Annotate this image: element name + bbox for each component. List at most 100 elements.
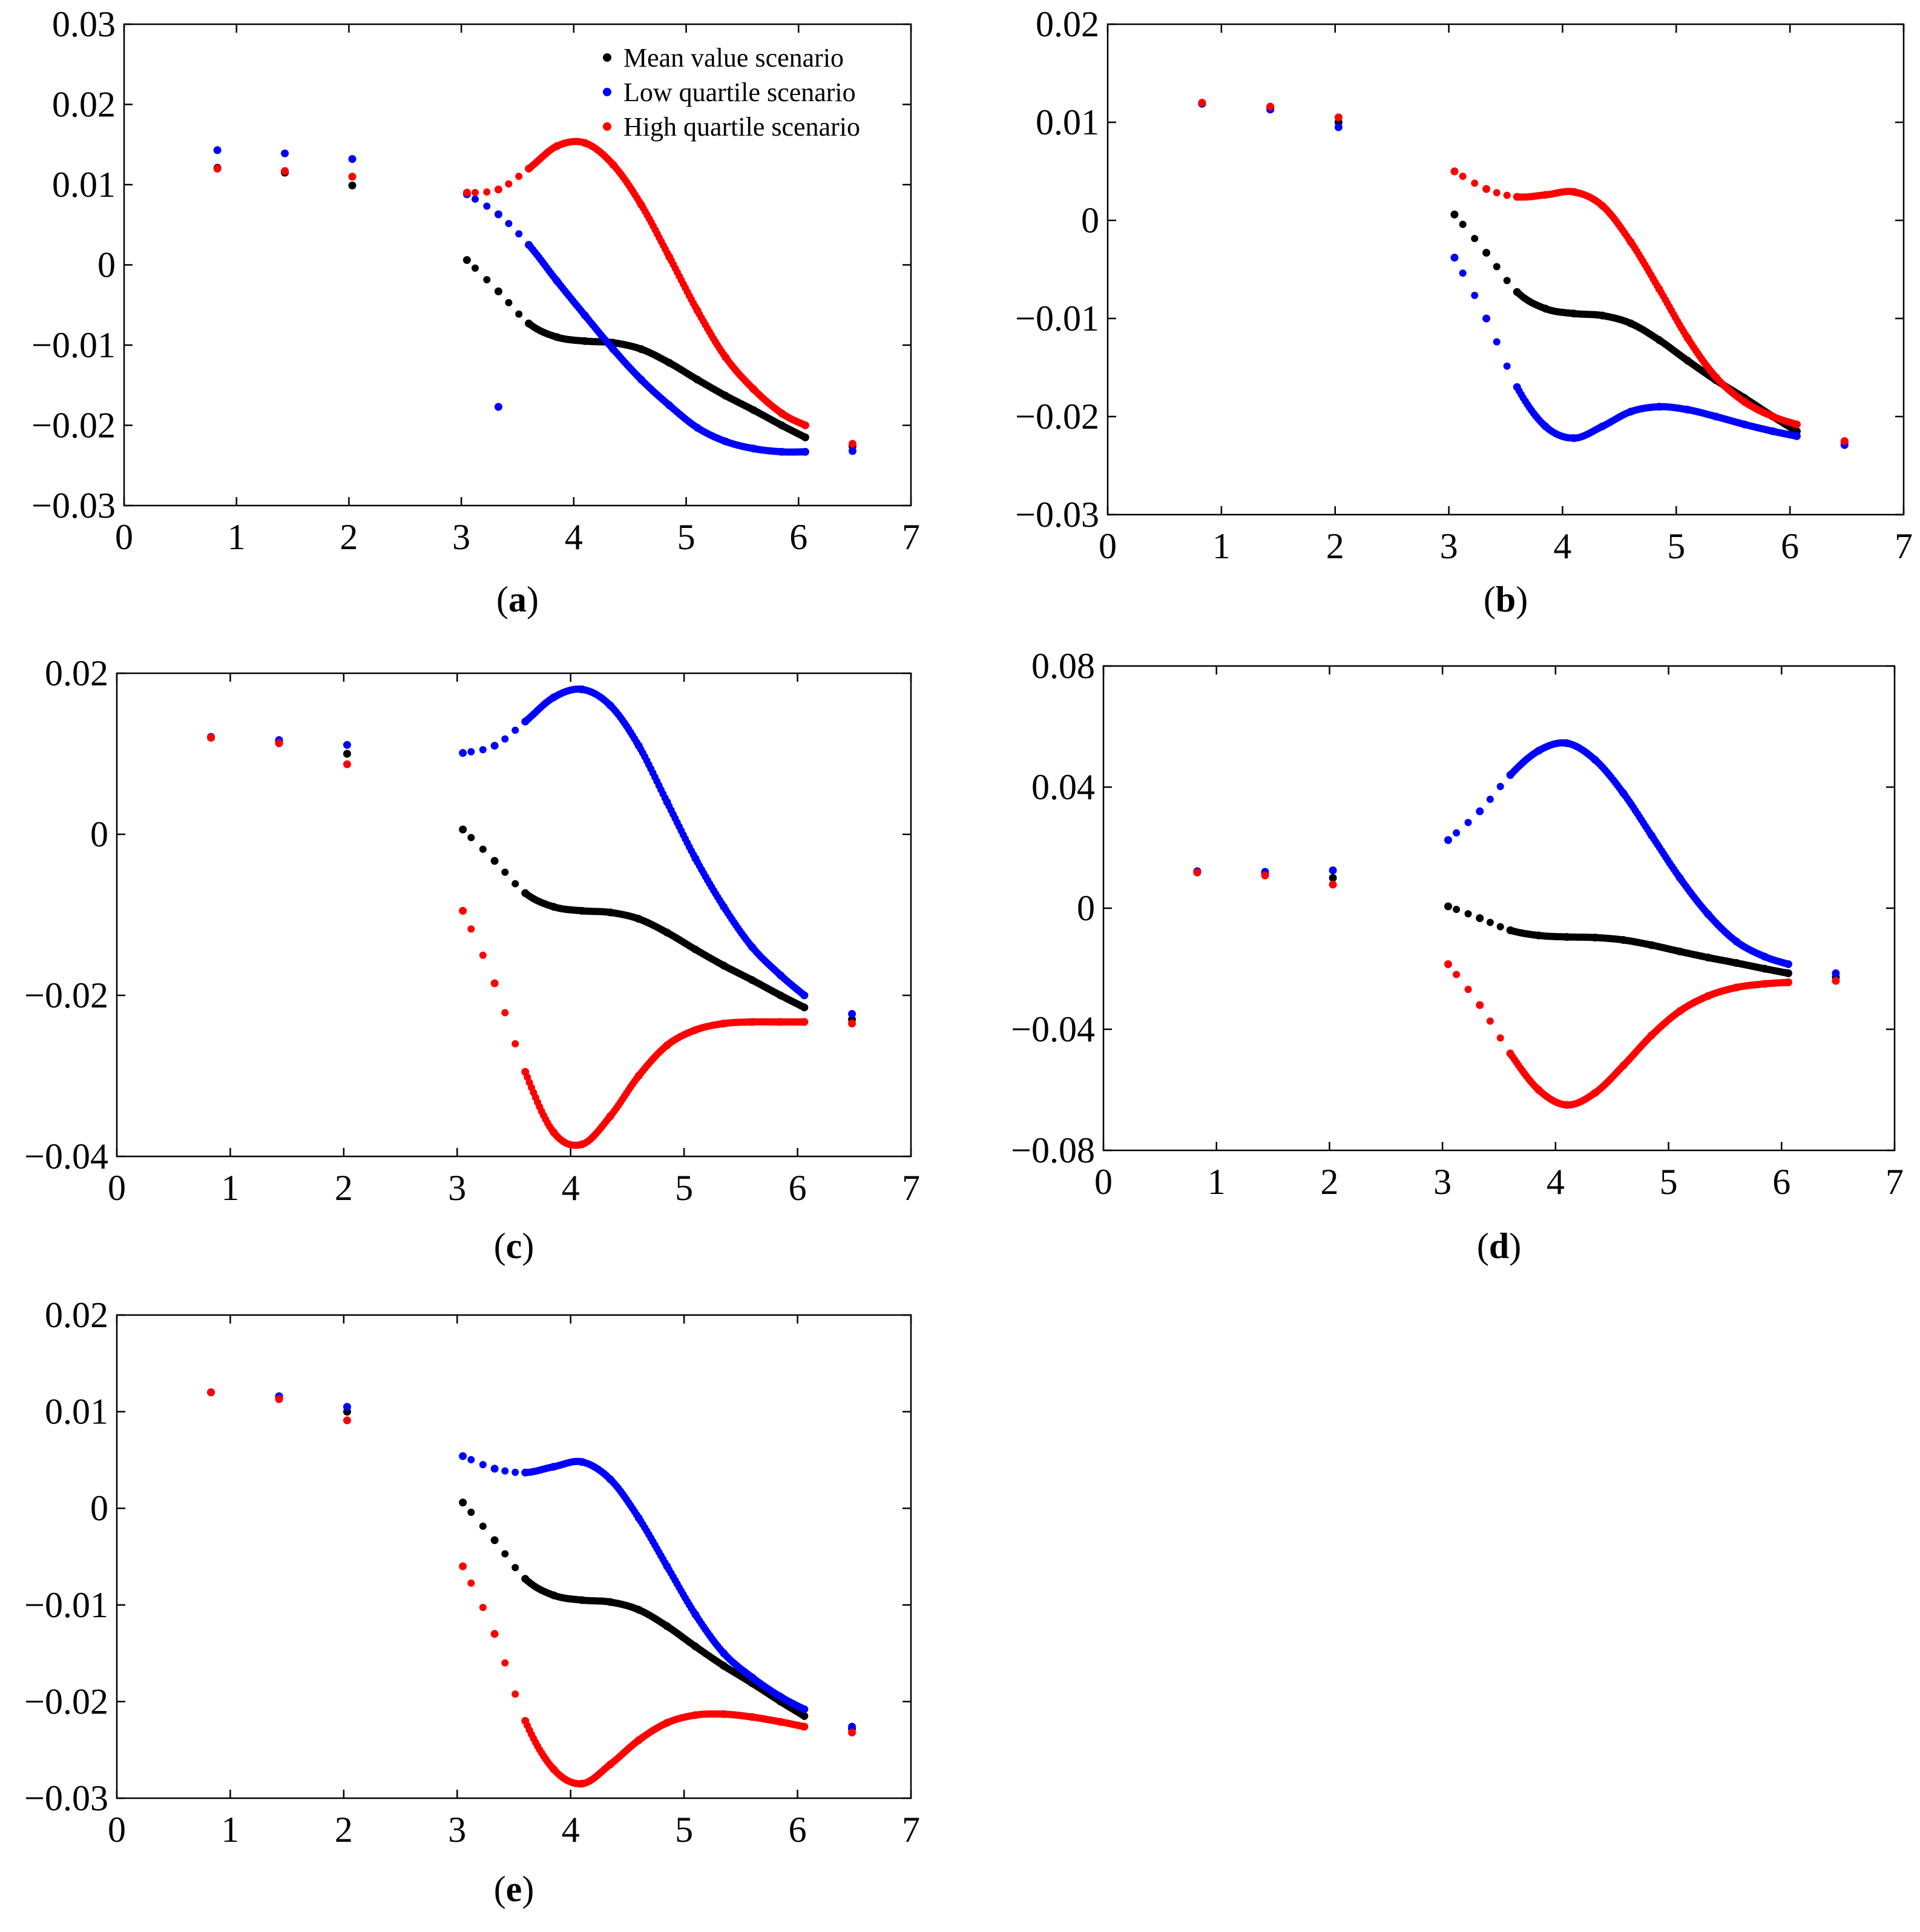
- series-high-quartile-scenario: [1193, 868, 1840, 1109]
- data-point: [459, 1452, 467, 1460]
- curve-dot: [511, 1564, 519, 1572]
- legend-marker: [603, 88, 611, 96]
- curve-dot: [511, 1040, 519, 1048]
- curve-dot: [1783, 960, 1791, 968]
- series-low-quartile-scenario: [207, 685, 856, 1018]
- data-point: [459, 825, 467, 834]
- curve-dot: [800, 1018, 807, 1026]
- curve-dot: [1464, 819, 1472, 826]
- panel-label: (b): [1484, 579, 1528, 619]
- curve-dot: [515, 173, 523, 180]
- data-point: [348, 181, 357, 190]
- data-point: [494, 210, 502, 219]
- curve-dot: [604, 1115, 612, 1123]
- data-point: [490, 742, 499, 750]
- x-tick-label: 4: [562, 1810, 580, 1850]
- y-tick-label: −0.04: [24, 1136, 108, 1176]
- curve-dot: [1653, 282, 1661, 289]
- curve-dot: [479, 845, 487, 853]
- curve-dot: [551, 274, 559, 282]
- curve-dot: [1471, 234, 1479, 242]
- x-tick-label: 5: [675, 1168, 693, 1208]
- panel-label: (d): [1477, 1226, 1521, 1266]
- curve-dot: [1493, 338, 1501, 346]
- data-point: [281, 149, 289, 157]
- curve-dot: [479, 1603, 487, 1611]
- y-tick-label: −0.08: [1011, 1130, 1095, 1170]
- series-mean-value-scenario: [1193, 868, 1840, 981]
- data-point: [1450, 254, 1459, 262]
- y-tick-label: 0.01: [45, 1392, 108, 1432]
- y-tick-label: 0.02: [1036, 4, 1099, 44]
- data-point: [343, 1403, 351, 1411]
- curve-dot: [718, 900, 726, 908]
- x-tick-label: 0: [115, 517, 133, 557]
- curve-dot: [1496, 923, 1504, 931]
- curve-dot: [1617, 786, 1625, 794]
- legend-label: Low quartile scenario: [623, 77, 856, 107]
- curve-dot: [515, 230, 523, 238]
- data-point: [1329, 880, 1337, 889]
- curve-dot: [1503, 191, 1511, 199]
- data-point: [494, 287, 502, 295]
- series-low-quartile-scenario: [1193, 739, 1840, 977]
- data-point: [343, 740, 351, 749]
- curve-dot: [1471, 179, 1479, 187]
- data-point: [1198, 99, 1206, 107]
- curve-dot: [467, 748, 475, 756]
- series-low-quartile-scenario: [207, 1388, 856, 1731]
- data-point: [459, 1498, 467, 1507]
- curve-dot: [633, 1075, 640, 1083]
- legend: Mean value scenario Low quartile scenario…: [603, 43, 860, 142]
- series-mean-value-scenario: [213, 163, 856, 450]
- data-point: [1261, 871, 1269, 880]
- x-tick-label: 3: [1440, 526, 1458, 566]
- x-tick-label: 3: [452, 517, 470, 557]
- curve-dot: [800, 1712, 807, 1719]
- curve-dot: [746, 941, 754, 949]
- data-point: [1444, 902, 1452, 911]
- legend-label: Mean value scenario: [623, 43, 844, 73]
- series-high-quartile-scenario: [207, 733, 856, 1149]
- data-point: [1334, 113, 1343, 122]
- y-tick-label: −0.04: [1011, 1009, 1095, 1049]
- panel-label: (a): [496, 579, 539, 619]
- y-tick-label: 0.01: [52, 165, 116, 205]
- x-tick-label: 7: [902, 1168, 920, 1208]
- curve-dot: [1493, 263, 1501, 271]
- x-tick-label: 0: [1099, 526, 1117, 566]
- legend-marker: [603, 122, 611, 131]
- x-tick-label: 1: [1208, 1162, 1226, 1202]
- curve-dot: [1453, 906, 1461, 914]
- y-tick-label: −0.01: [1015, 298, 1099, 338]
- curve-dot: [1486, 918, 1494, 926]
- data-point: [462, 188, 471, 197]
- curve-dot: [800, 421, 808, 429]
- curve-dot: [1486, 796, 1494, 803]
- x-tick-label: 1: [221, 1168, 239, 1208]
- data-point: [1476, 914, 1484, 922]
- data-point: [459, 906, 467, 915]
- curve-dot: [1453, 829, 1461, 837]
- panel-e: 0 1 2 3 4 5 6 7 −0.03 −0.02 −0.01 0 0.01 0.02 (e): [24, 1295, 920, 1909]
- curve-dot: [800, 1723, 807, 1730]
- y-tick-label: 0.03: [52, 4, 116, 44]
- curve-dot: [501, 868, 509, 876]
- data-point: [1482, 248, 1491, 257]
- curve-dot: [800, 433, 808, 441]
- curve-dot: [467, 1456, 475, 1463]
- curve-dot: [1625, 235, 1632, 243]
- y-tick-label: 0: [1081, 200, 1099, 240]
- curve-dot: [467, 834, 475, 842]
- curve-dot: [1783, 969, 1791, 977]
- y-tick-label: 0: [90, 1488, 108, 1528]
- curve-dot: [1486, 1017, 1494, 1025]
- series-low-quartile-scenario: [213, 146, 856, 456]
- data-point: [490, 1536, 499, 1545]
- x-tick-label: 4: [565, 517, 583, 557]
- data-point: [848, 1723, 856, 1731]
- curve-dot: [1464, 910, 1472, 918]
- curve-dot: [1792, 432, 1800, 440]
- x-tick-label: 2: [1320, 1162, 1338, 1202]
